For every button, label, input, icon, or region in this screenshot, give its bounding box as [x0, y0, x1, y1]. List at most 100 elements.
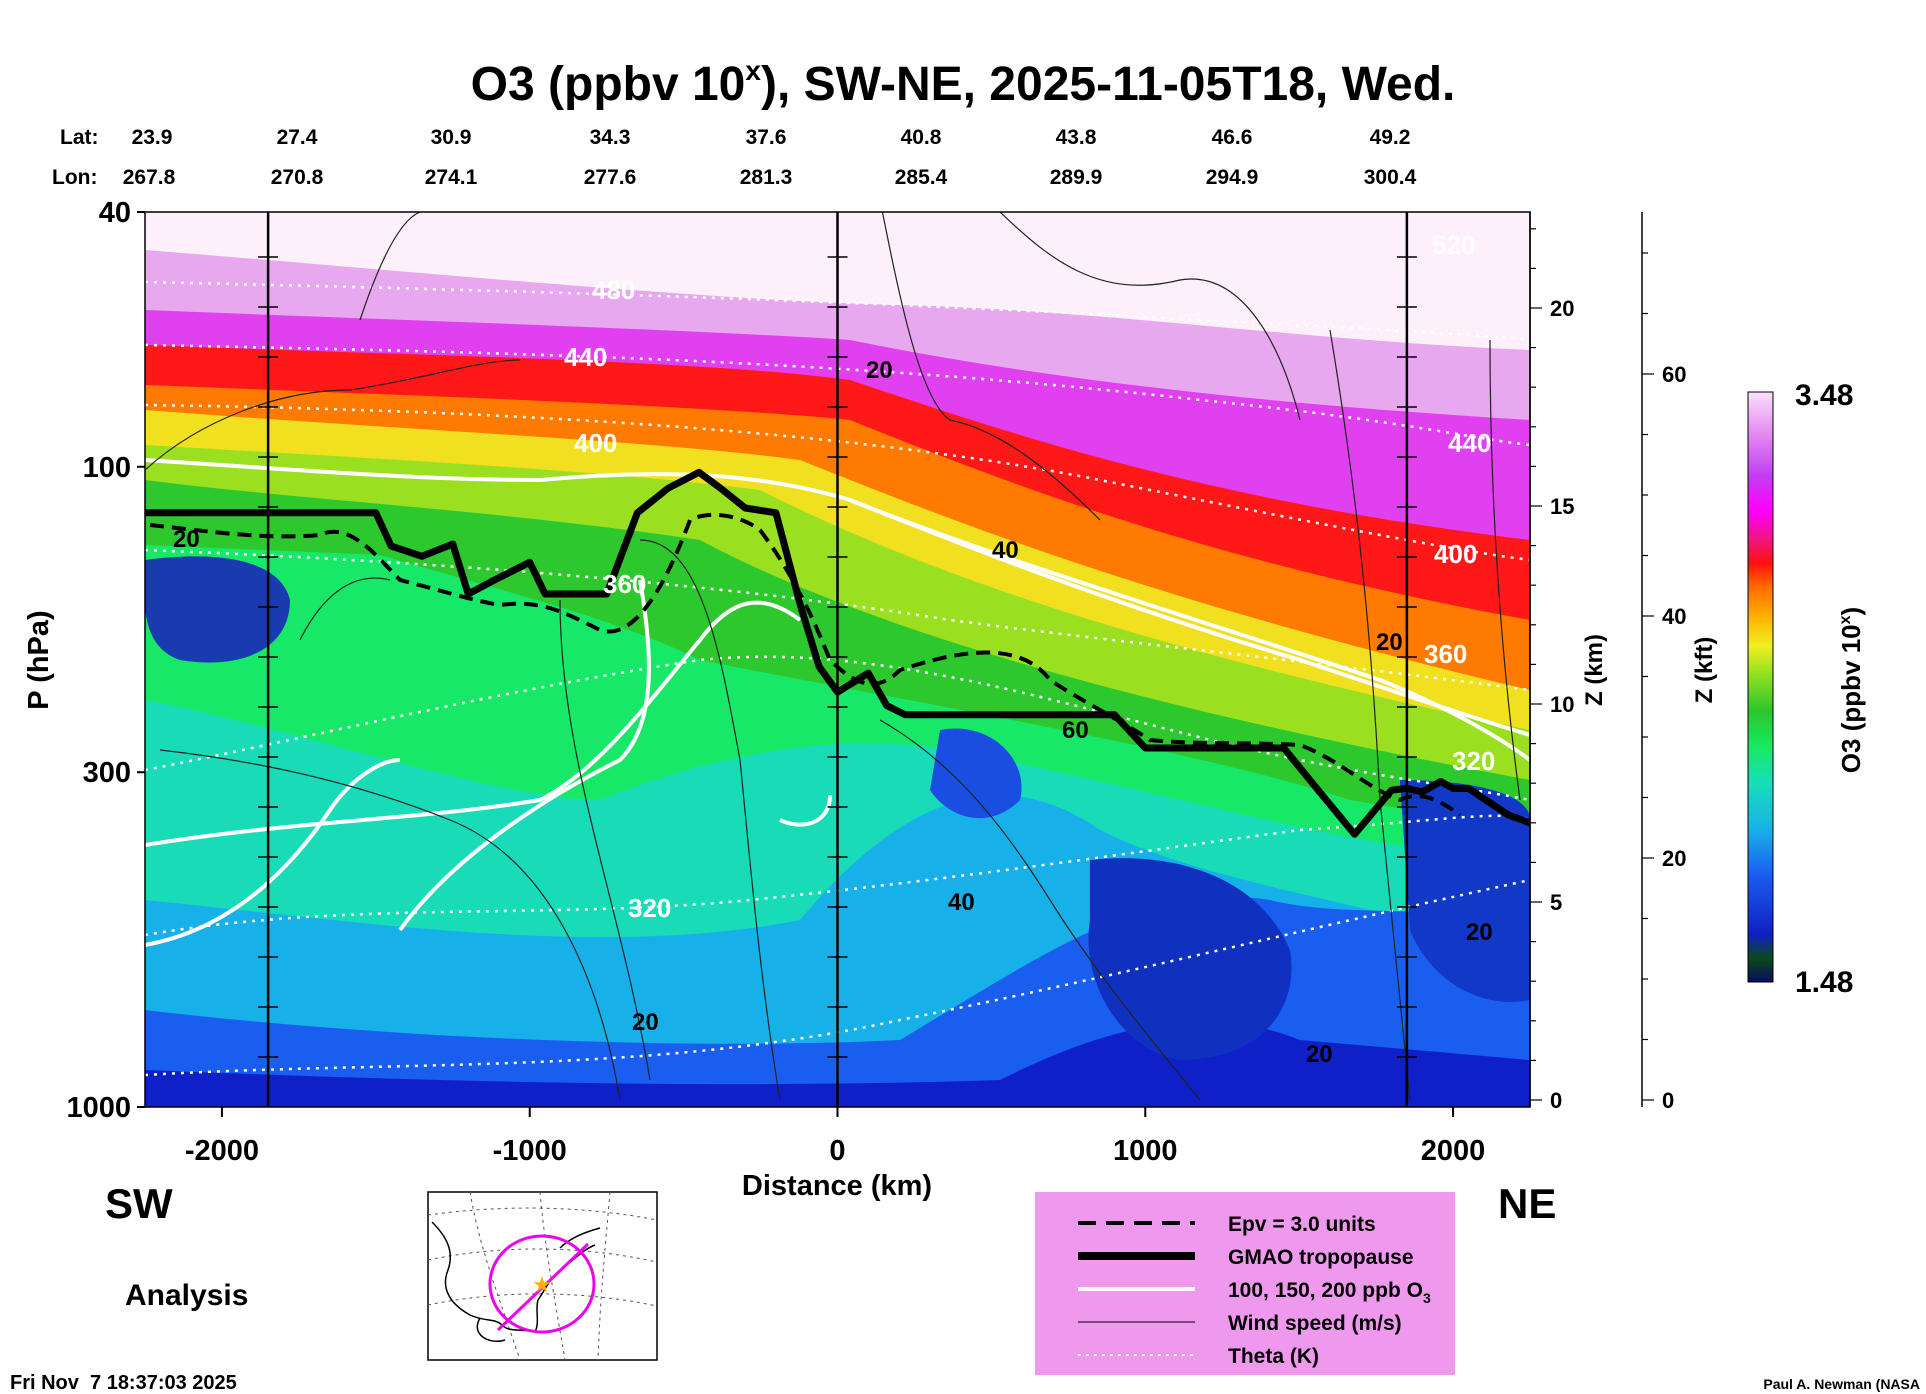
z-km-tick-label: 15	[1550, 494, 1574, 519]
z-kft-tick-label: 40	[1662, 604, 1686, 629]
lon-value: 277.6	[584, 166, 637, 189]
timestamp: Fri Nov 7 18:37:03 2025	[10, 1372, 237, 1394]
colorbar	[1747, 391, 1774, 983]
wind-label-20-ne: 20	[1376, 629, 1403, 656]
chart-title: O3 (ppbv 10x), SW-NE, 2025-11-05T18, Wed…	[471, 55, 1456, 111]
colorbar-title-main: O3 (ppbv 10	[1836, 624, 1866, 773]
colorbar-min-label: 1.48	[1795, 966, 1853, 999]
lon-value: 281.3	[740, 166, 793, 189]
legend: Epv = 3.0 units GMAO tropopause 100, 150…	[1035, 1192, 1455, 1375]
theta-label-360-west: 360	[603, 569, 646, 599]
p-tick-label: 100	[83, 452, 131, 484]
z-km-tick-label: 0	[1550, 1088, 1562, 1113]
lat-value: 27.4	[277, 126, 318, 149]
x-axis-label: Distance (km)	[742, 1170, 932, 1202]
z-kft-label: Z (kft)	[1691, 637, 1718, 704]
colorbar-title: O3 (ppbv 10x)	[1836, 607, 1866, 773]
legend-tropopause-label: GMAO tropopause	[1228, 1246, 1414, 1269]
x-tick-label: -1000	[493, 1135, 567, 1167]
title-rest: ), SW-NE, 2025-11-05T18, Wed.	[761, 58, 1455, 111]
x-tick-label: 2000	[1421, 1135, 1486, 1167]
lat-value: 34.3	[590, 126, 631, 149]
legend-theta-label: Theta (K)	[1228, 1345, 1319, 1368]
lon-value: 267.8	[123, 166, 176, 189]
y-axis-label: P (hPa)	[23, 610, 55, 709]
z-kft-tick-label: 0	[1662, 1088, 1674, 1113]
wind-label-20-west: 20	[173, 526, 200, 553]
p-tick-label: 40	[99, 197, 131, 229]
vertical-marker-lines	[258, 212, 1417, 1107]
lon-value: 300.4	[1364, 166, 1417, 189]
lon-value: 270.8	[271, 166, 324, 189]
ne-direction-label: NE	[1498, 1180, 1556, 1227]
wind-contours	[145, 212, 1521, 1101]
legend-epv-label: Epv = 3.0 units	[1228, 1213, 1376, 1236]
wind-label-20-se: 20	[1306, 1041, 1333, 1068]
sw-direction-label: SW	[105, 1180, 173, 1227]
ozone-isolines	[145, 458, 1530, 947]
credit-label: Paul A. Newman (NASA	[1763, 1376, 1920, 1392]
wind-label-20-nw: 20	[866, 357, 893, 384]
theta-label-440-west: 440	[564, 342, 607, 372]
colorbar-title-close: )	[1836, 607, 1866, 616]
wind-label-40-low: 40	[948, 889, 975, 916]
lat-value: 43.8	[1056, 126, 1097, 149]
title-main: O3 (ppbv 10	[471, 58, 746, 111]
wind-label-60: 60	[1062, 717, 1089, 744]
lon-value: 294.9	[1206, 166, 1259, 189]
theta-label-320-east: 320	[1452, 746, 1495, 776]
map-circle	[488, 1234, 596, 1334]
legend-ozone-label: 100, 150, 200 ppb O3	[1228, 1279, 1431, 1306]
lat-lon-row: 23.9 27.4 30.9 34.3 37.6 40.8 43.8 46.6 49.2 267.…	[123, 126, 1417, 189]
z-km-tick-label: 5	[1550, 890, 1562, 915]
x-tick-label: -2000	[185, 1135, 259, 1167]
theta-label-440-east: 440	[1448, 428, 1491, 458]
theta-label-520-east: 520	[1432, 230, 1475, 260]
wind-label-20-far-ne: 20	[1466, 919, 1493, 946]
colorbar-max-label: 3.48	[1795, 379, 1853, 412]
theta-label-480: 480	[592, 275, 635, 305]
inset-map: ★	[427, 1191, 658, 1361]
lat-value: 46.6	[1212, 126, 1253, 149]
z-kft-tick-label: 20	[1662, 846, 1686, 871]
theta-labels: 480 440 400 360 320 520 440 400 360 320	[564, 230, 1495, 923]
lat-heading: Lat:	[60, 126, 99, 149]
blue-patch-west	[145, 556, 290, 663]
wind-label-20-low: 20	[632, 1009, 659, 1036]
legend-box	[1035, 1192, 1455, 1375]
blue-patch-ne	[1400, 780, 1530, 1002]
inset-map-frame	[427, 1191, 658, 1361]
wind-labels: 20 40 20 60 40 20 20 20 20	[173, 357, 1493, 1068]
map-section-line	[496, 1242, 590, 1332]
pressure-axis: 40 100 300 1000	[66, 197, 145, 1124]
lon-heading: Lon:	[52, 166, 97, 189]
theta-label-400-west: 400	[574, 428, 617, 458]
map-center-star-icon: ★	[532, 1272, 552, 1297]
plot-area	[145, 212, 1530, 1107]
z-kft-axis: 0 20 40 60	[1641, 212, 1686, 1113]
gmao-tropopause-line	[145, 468, 1530, 838]
theta-label-400-east: 400	[1434, 539, 1477, 569]
lat-value: 37.6	[746, 126, 787, 149]
theta-label-320-west: 320	[628, 893, 671, 923]
theta-label-360-east: 360	[1424, 639, 1467, 669]
x-tick-label: 0	[829, 1135, 845, 1167]
lat-value: 49.2	[1370, 126, 1411, 149]
x-axis: -2000 -1000 0 1000 2000	[185, 1107, 1485, 1167]
lon-value: 285.4	[895, 166, 948, 189]
z-kft-tick-label: 60	[1662, 362, 1686, 387]
lat-value: 40.8	[901, 126, 942, 149]
lat-value: 23.9	[132, 126, 173, 149]
p-tick-label: 1000	[66, 1092, 131, 1124]
title-superscript: x	[745, 55, 761, 86]
wind-label-40-mid: 40	[992, 537, 1019, 564]
z-km-label: Z (km)	[1581, 634, 1608, 706]
colorbar-title-sup: x	[1837, 615, 1854, 624]
blue-patch-east	[1088, 858, 1292, 1060]
z-km-axis: 0 5 10 15 20	[1529, 212, 1574, 1113]
legend-ozone-text: 100, 150, 200 ppb O	[1228, 1279, 1423, 1302]
blue-patch-central	[930, 728, 1022, 819]
lon-value: 274.1	[425, 166, 478, 189]
lat-value: 30.9	[431, 126, 472, 149]
